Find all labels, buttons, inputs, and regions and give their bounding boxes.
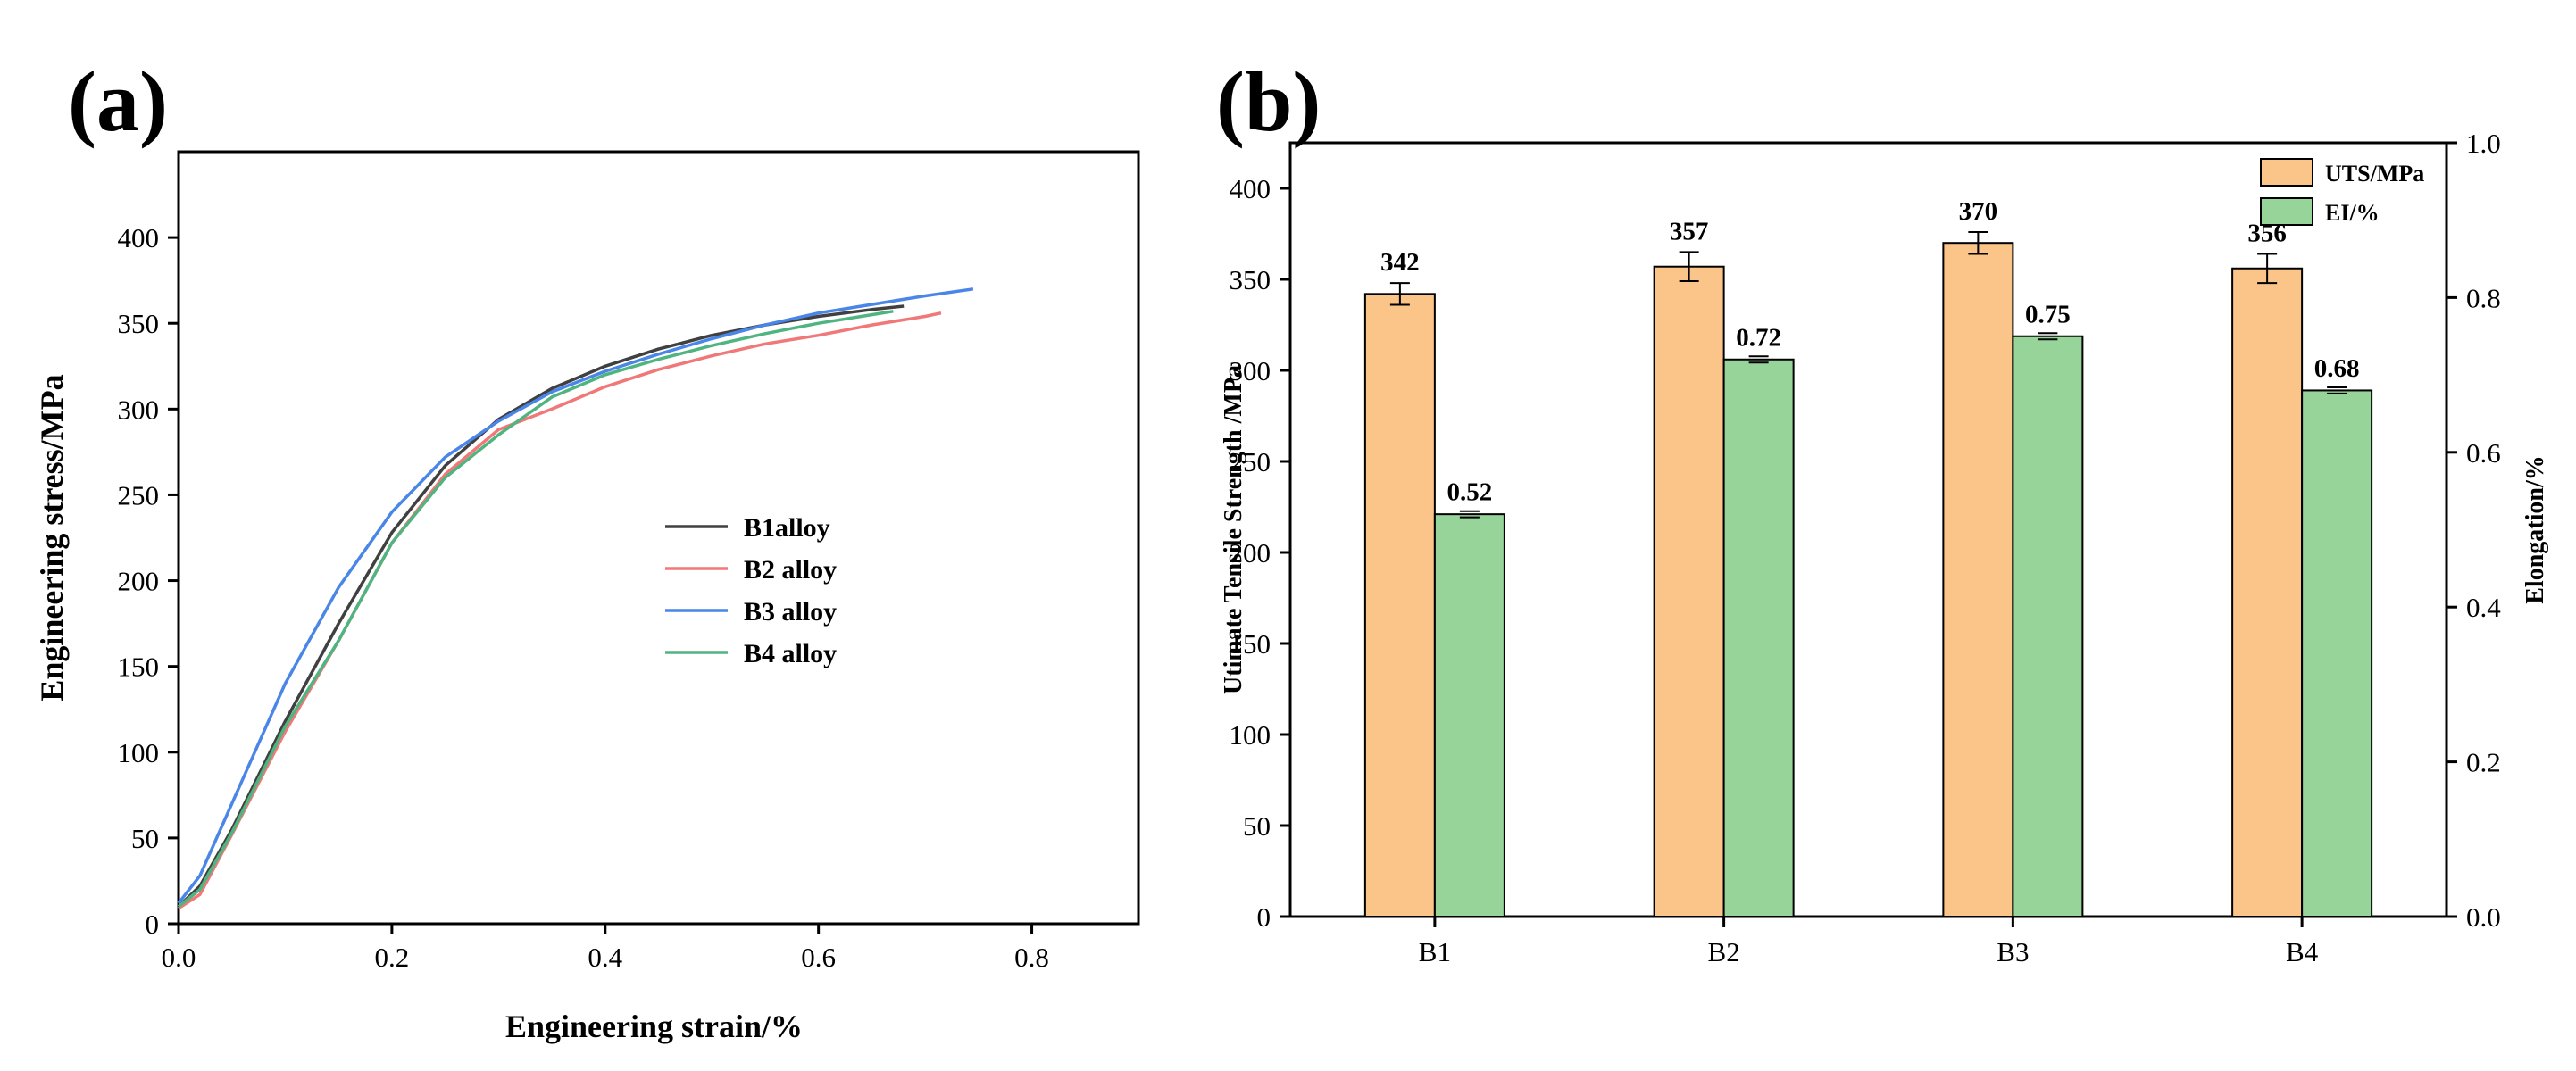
uts-value-label: 357 <box>1670 217 1709 245</box>
y-tick-label-right: 0.4 <box>2466 592 2501 623</box>
legend-swatch-2 <box>2260 197 2313 226</box>
legend-label-1: B1alloy <box>744 513 830 543</box>
y-tick-label-left: 150 <box>1230 628 1271 660</box>
elongation-bar <box>1722 358 1795 917</box>
y-tick-label-left: 300 <box>1230 355 1271 386</box>
series-line-3 <box>177 287 974 904</box>
plot-frame-b <box>1288 141 2448 918</box>
y-tick-label-right: 0.0 <box>2466 901 2501 933</box>
x-tick-label: B2 <box>1708 936 1740 967</box>
panel-label-a: (a) <box>68 54 168 149</box>
elongation-value-label: 0.75 <box>2025 300 2071 328</box>
elongation-value-label: 0.52 <box>1447 478 1493 507</box>
y-tick-label: 50 <box>131 823 159 854</box>
y-axis-title-left: Utimate Tensile Strength /MPa <box>1220 365 1247 694</box>
x-tick-label: B4 <box>2286 936 2319 967</box>
x-axis-title: Engineering strain/% <box>505 1009 803 1044</box>
elongation-bar <box>1433 513 1505 917</box>
y-tick-label: 250 <box>118 479 160 511</box>
y-tick-label: 100 <box>118 737 160 768</box>
panel-label-b: (b) <box>1216 54 1321 149</box>
y-tick-label-left: 350 <box>1230 264 1271 295</box>
y-tick-label: 400 <box>118 222 160 253</box>
uts-value-label: 370 <box>1959 197 1998 226</box>
y-tick-label: 300 <box>118 394 160 425</box>
y-tick-label-right: 1.0 <box>2466 128 2501 159</box>
x-tick-label: 0.4 <box>588 942 622 973</box>
uts-bar <box>1942 242 2014 917</box>
y-tick-label-right: 0.2 <box>2466 747 2501 778</box>
plot-frame-a <box>177 150 1140 926</box>
uts-bar <box>1363 293 1436 917</box>
y-tick-label: 200 <box>118 566 160 597</box>
elongation-bar <box>2012 335 2084 917</box>
y-tick-label-left: 200 <box>1230 537 1271 569</box>
x-tick-label: 0.8 <box>1014 942 1049 973</box>
y-tick-label-left: 250 <box>1230 446 1271 477</box>
elongation-value-label: 0.72 <box>1736 323 1781 352</box>
legend-label-2: B2 alloy <box>744 555 837 585</box>
x-tick-label: 0.6 <box>801 942 836 973</box>
x-tick-label: 0.2 <box>375 942 410 973</box>
y-axis-title-right: Elongation/% <box>2522 455 2549 603</box>
y-axis-title: Engineering stress/MPa <box>34 374 70 701</box>
legend-label-2: EI/% <box>2325 200 2380 226</box>
series-line-2 <box>178 311 942 910</box>
uts-value-label: 342 <box>1380 248 1420 277</box>
elongation-bar <box>2301 389 2373 917</box>
y-tick-label-left: 400 <box>1230 173 1271 204</box>
y-tick-label-left: 100 <box>1230 719 1271 751</box>
y-tick-label-left: 50 <box>1243 810 1271 842</box>
x-tick-label: B1 <box>1419 936 1451 967</box>
x-tick-label: B3 <box>1997 936 2029 967</box>
legend-swatch-1 <box>2260 158 2313 187</box>
legend-label-1: UTS/MPa <box>2325 161 2424 187</box>
x-tick-label: 0.0 <box>162 942 196 973</box>
y-tick-label-right: 0.8 <box>2466 282 2501 313</box>
y-tick-label: 350 <box>118 308 160 339</box>
legend-label-4: B4 alloy <box>744 639 837 668</box>
series-line-4 <box>177 310 894 909</box>
y-tick-label-right: 0.6 <box>2466 437 2501 469</box>
legend-label-3: B3 alloy <box>744 597 837 627</box>
stress-strain-chart: 0.0 0.2 0.4 0.6 0.8 0 50 100 150 200 250 300 350 400 E… <box>34 150 1140 1044</box>
uts-bar <box>1653 265 1725 918</box>
uts-bar <box>2231 267 2304 917</box>
y-tick-label-left: 0 <box>1257 901 1271 933</box>
series-line-1 <box>177 304 905 909</box>
y-tick-label: 150 <box>118 652 160 683</box>
y-tick-label: 0 <box>146 909 160 940</box>
elongation-value-label: 0.68 <box>2314 354 2360 383</box>
